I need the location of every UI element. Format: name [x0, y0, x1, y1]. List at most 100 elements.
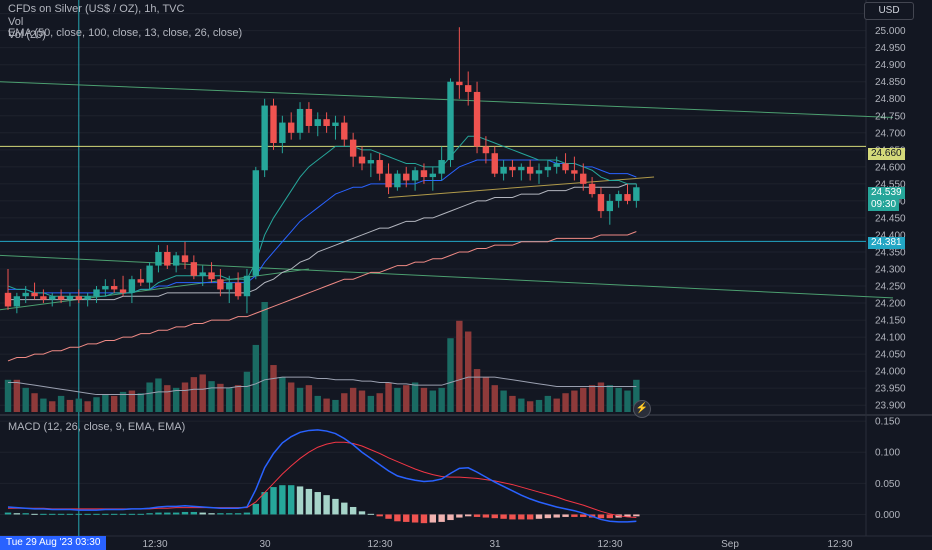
price-tick-label: 24.950	[875, 43, 906, 54]
volume-bar	[49, 401, 56, 412]
macd-histogram-bar	[535, 514, 543, 519]
candle-body	[296, 108, 304, 133]
candle-body	[385, 173, 392, 188]
time-tick-label: 12:30	[597, 539, 622, 550]
macd-histogram-bar	[49, 513, 56, 515]
ema-legend[interactable]: EMA (50, close, 100, close, 13, close, 2…	[8, 27, 243, 39]
macd-histogram-bar	[597, 514, 605, 519]
candle-body	[252, 170, 259, 276]
volume-bar	[305, 385, 313, 412]
price-tick-label: 24.400	[875, 230, 906, 241]
price-tick-label: 24.900	[875, 60, 906, 71]
volume-ma-line	[8, 376, 637, 396]
candle-body	[57, 296, 65, 300]
volume-bars	[4, 302, 640, 412]
candle-body	[323, 119, 330, 126]
volume-bar	[31, 393, 38, 412]
macd-histogram-bar	[172, 512, 180, 515]
volume-bar	[40, 398, 47, 412]
symbol-legend[interactable]: CFDs on Silver (US$ / OZ), 1h, TVC	[8, 3, 185, 15]
candle-body	[518, 166, 525, 171]
macd-histogram-bar	[146, 513, 153, 515]
candle-body	[270, 105, 277, 144]
candle-body	[332, 122, 339, 126]
volume-bar	[376, 393, 383, 412]
volume-bar	[119, 391, 127, 412]
volume-bar	[66, 399, 74, 412]
macd-histogram-bar	[420, 514, 428, 524]
volume-bar	[234, 385, 242, 412]
volume-bar	[13, 379, 21, 412]
volume-bar	[465, 331, 472, 412]
volume-bar	[349, 387, 357, 412]
candle-body	[553, 163, 560, 167]
volume-bar	[518, 398, 525, 412]
volume-bar	[429, 390, 436, 412]
volume-bar	[597, 382, 605, 412]
volume-bar	[332, 399, 339, 412]
volume-bar	[526, 401, 534, 412]
volume-bar	[385, 382, 392, 412]
volume-bar	[93, 397, 100, 412]
volume-bar	[190, 377, 198, 412]
lightning-icon[interactable]: ⚡	[633, 400, 651, 418]
macd-histogram-bar	[473, 514, 481, 517]
volume-bar	[270, 365, 277, 412]
candle-body	[606, 200, 613, 212]
candle-body	[588, 183, 596, 195]
macd-histogram-bar	[75, 513, 82, 515]
candle-body	[403, 173, 410, 181]
volume-bar	[473, 369, 481, 412]
candle-body	[261, 105, 268, 171]
candle-body	[571, 170, 578, 174]
time-tick-label: 12:30	[827, 539, 852, 550]
macd-histogram-bar	[288, 485, 295, 515]
candle-body	[367, 160, 375, 164]
candle-body	[4, 292, 12, 307]
candle-body	[544, 166, 552, 171]
volume-bar	[500, 390, 507, 412]
vol-legend[interactable]: Vol	[8, 16, 24, 28]
time-tick-label: 12:30	[142, 539, 167, 550]
volume-bar	[403, 385, 410, 412]
macd-legend[interactable]: MACD (12, 26, close, 9, EMA, EMA)	[8, 421, 186, 433]
candle-body	[305, 108, 313, 126]
trendline	[0, 81, 894, 118]
ema-lines	[7, 135, 637, 362]
macd-histogram-bar	[296, 486, 304, 515]
price-tick-label: 24.150	[875, 316, 906, 327]
candle-body	[526, 166, 534, 174]
macd-histogram-bar	[119, 513, 127, 515]
volume-bar	[624, 390, 631, 412]
macd-histogram-bar	[111, 513, 118, 515]
macd-histogram-bar	[155, 512, 162, 515]
vol20-legend-visible[interactable]: Vol (20)	[8, 29, 46, 41]
price-tick-label: 24.850	[875, 77, 906, 88]
countdown-tag: 09:30	[868, 199, 900, 211]
macd-tick-label: 0.150	[875, 417, 900, 428]
macd-histogram-bar	[181, 511, 189, 515]
candle-body	[358, 156, 366, 164]
candle-body	[164, 251, 171, 266]
candle-body	[411, 170, 419, 181]
volume-bar	[146, 382, 153, 412]
macd-histogram-bar	[509, 514, 516, 520]
candle-body	[243, 275, 251, 297]
candle-body	[341, 122, 348, 140]
macd-histogram-bar	[465, 514, 472, 517]
macd-histogram-bar	[491, 514, 498, 519]
candle-body	[146, 265, 153, 283]
macd-histogram-bar	[323, 495, 330, 515]
macd-histogram-bar	[385, 514, 392, 519]
yellow-line-price-tag: 24.660	[868, 148, 905, 160]
macd-histogram-bar	[411, 514, 419, 523]
volume-bar	[4, 379, 12, 412]
volume-bar	[172, 387, 180, 412]
macd-histogram-bar	[22, 513, 29, 515]
macd-tick-label: 0.050	[875, 479, 900, 490]
macd-histogram-bar	[606, 514, 613, 519]
macd-histogram-bar	[84, 513, 91, 515]
macd-tick-label: 0.000	[875, 510, 900, 521]
currency-button[interactable]: USD	[864, 2, 914, 20]
